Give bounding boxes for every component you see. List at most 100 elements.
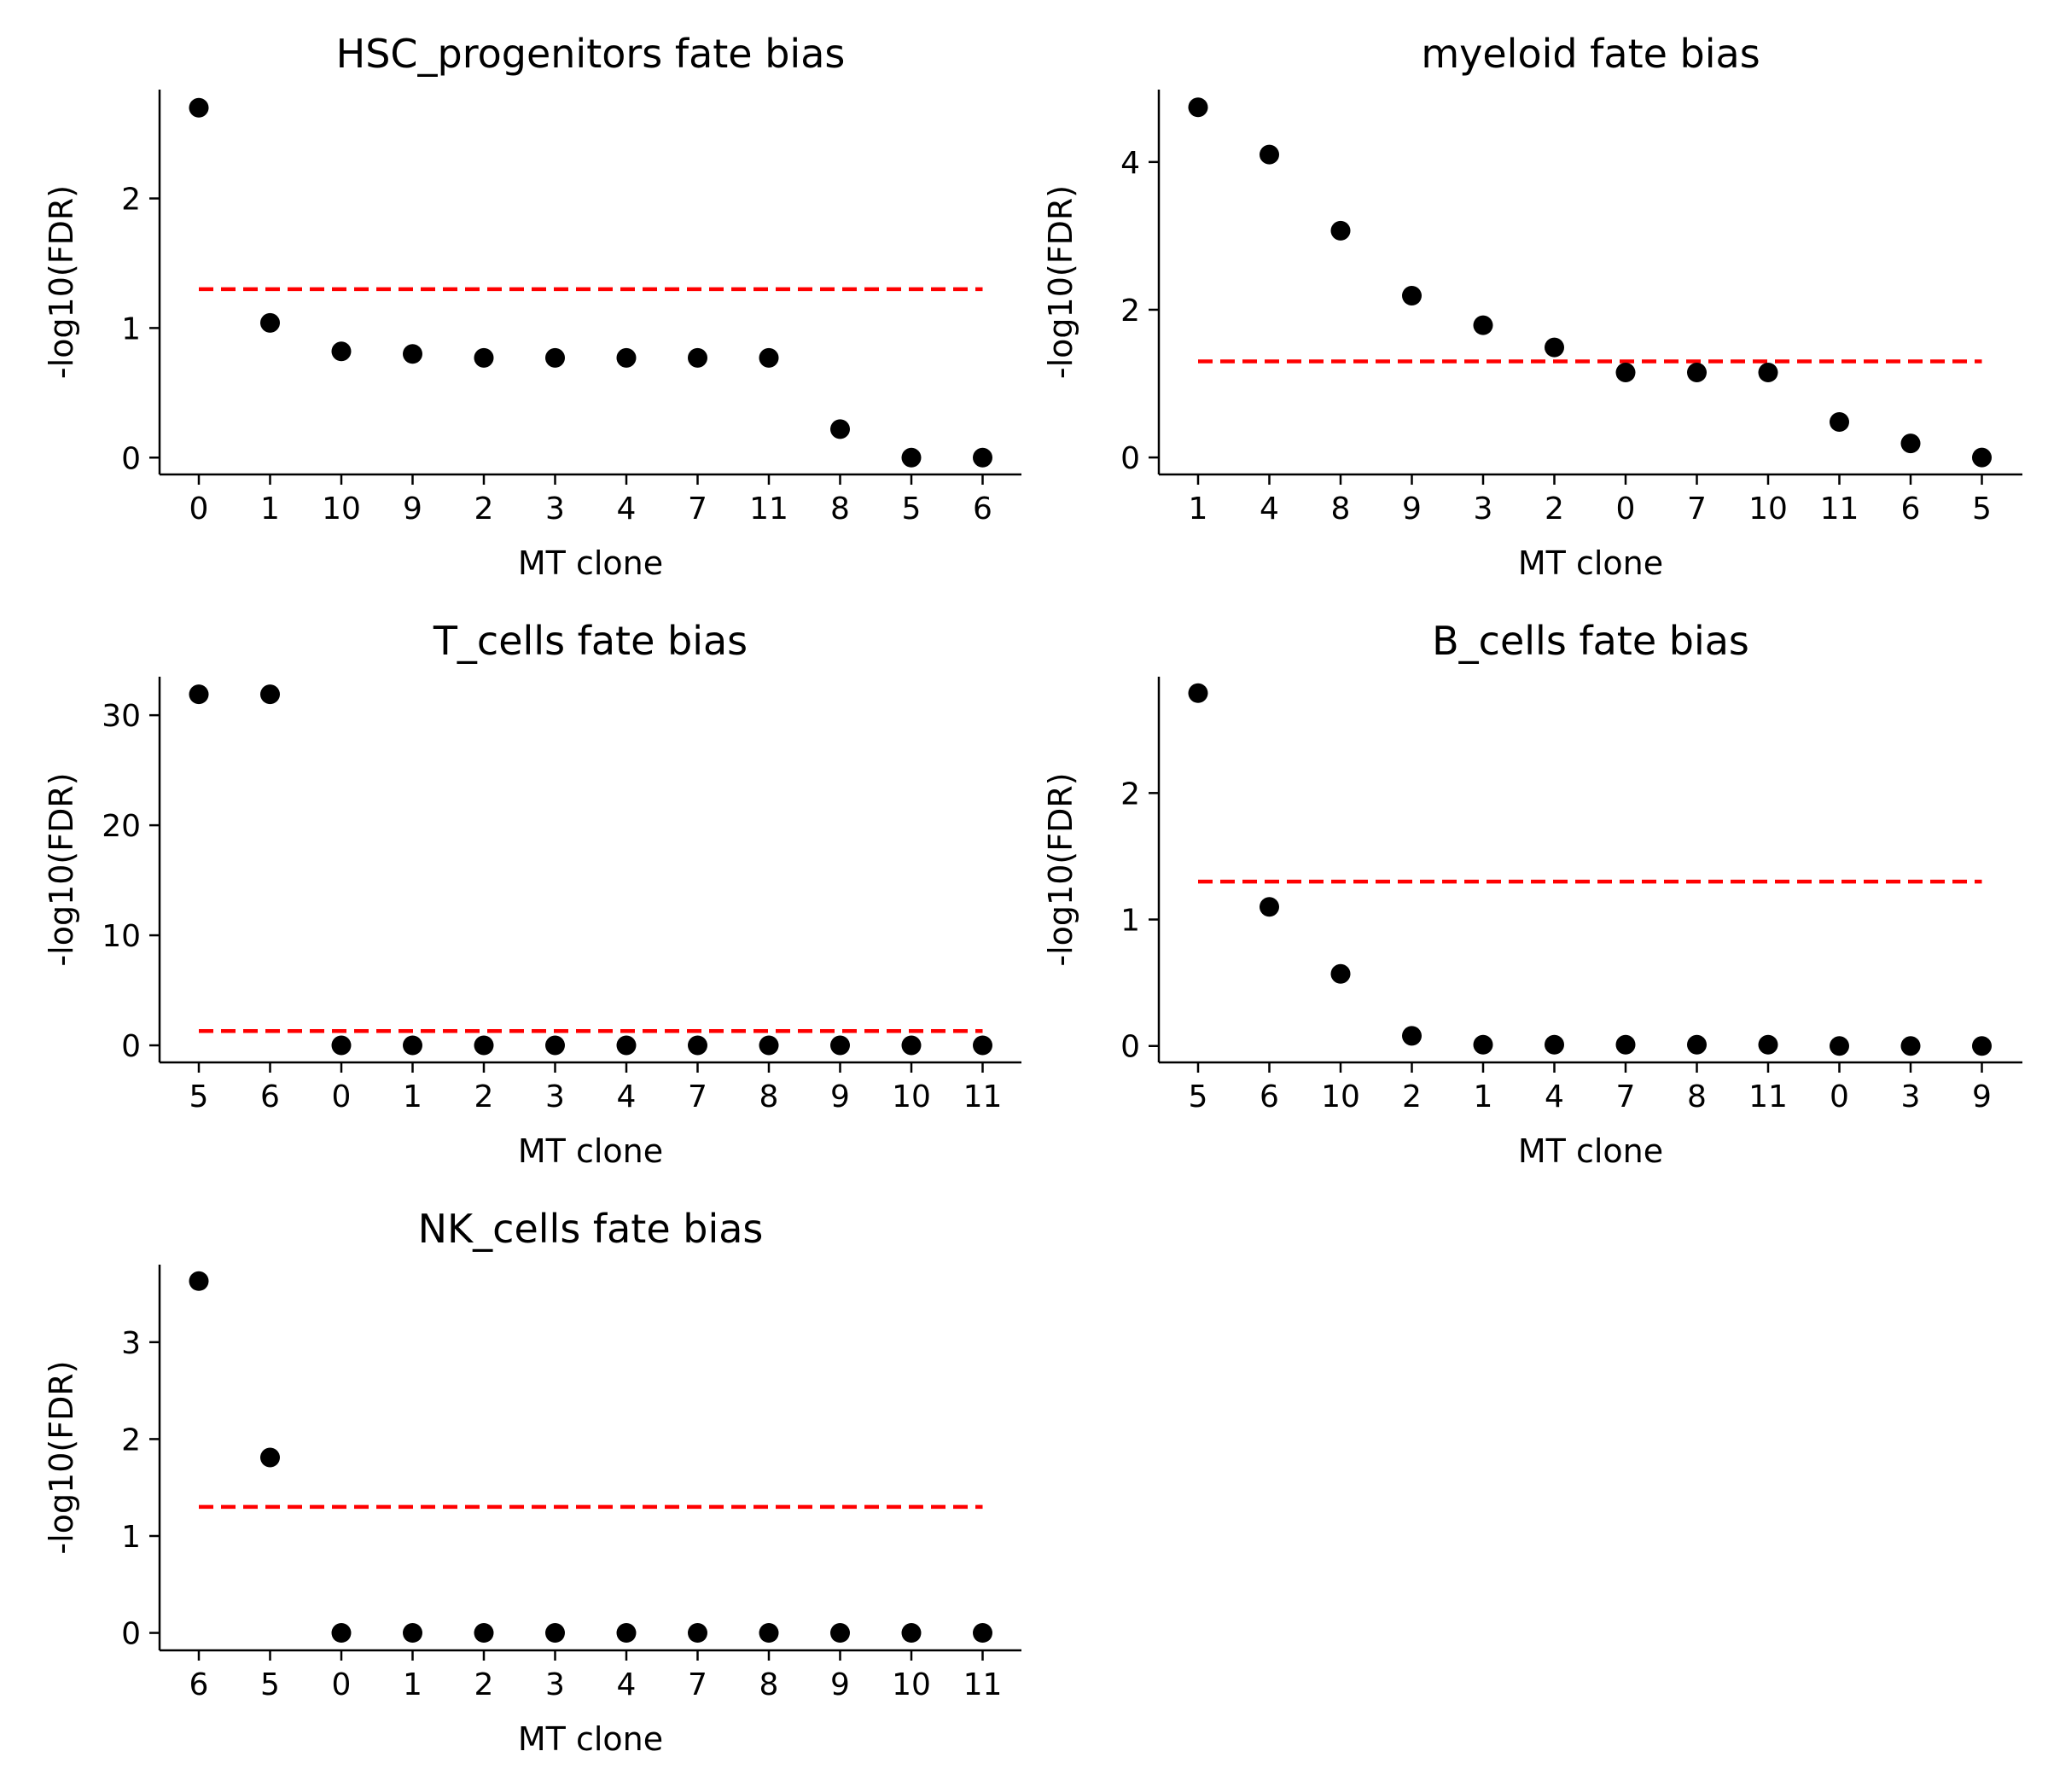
chart-title: T_cells fate bias [433,618,748,664]
data-point [1402,1026,1422,1046]
x-tick-label: 1 [1474,1079,1493,1114]
x-tick-label: 7 [688,1667,707,1702]
data-point [1615,363,1636,383]
x-tick-label: 11 [1748,1079,1788,1114]
data-point [403,1035,422,1056]
data-point [474,347,494,368]
data-point [688,1035,707,1056]
x-axis-label: MT clone [518,1720,663,1758]
chart-panel-2: myeloid fate bias 1 4 8 9 3 2 0 7 10 11 6 5 0 2 4 MT clo… [1042,31,2022,582]
data-point [1900,1036,1921,1056]
x-tick-label: 6 [260,1079,280,1114]
chart-title: myeloid fate bias [1421,31,1760,77]
x-tick-label: 3 [545,1079,565,1114]
x-tick-label: 7 [688,1079,707,1114]
x-tick-label: 6 [189,1667,209,1702]
data-point [1972,1036,1992,1056]
chart-title: HSC_progenitors fate bias [336,31,846,77]
y-tick-label: 0 [121,1029,141,1064]
x-axis-label: MT clone [518,1132,663,1170]
data-point [1687,1034,1707,1055]
x-tick-label: 3 [1474,492,1493,527]
x-tick-label: 6 [973,492,992,527]
data-point [616,1623,637,1644]
data-point [1830,412,1849,433]
x-tick-label: 7 [1687,492,1707,527]
x-tick-label: 10 [322,492,361,527]
y-tick-label: 0 [1120,1030,1140,1065]
data-point [1758,1034,1778,1055]
data-point [1260,144,1279,165]
data-point [1188,97,1208,118]
x-tick-label: 0 [332,1079,352,1114]
chart-panel-1: HSC_progenitors fate bias 0 1 10 9 2 3 4 7 11 8 5 6 0… [43,31,1021,582]
y-tick-label: 0 [1120,441,1140,476]
x-tick-label: 10 [892,1667,931,1702]
x-tick-label: 1 [1189,492,1208,527]
x-axis-label: MT clone [518,544,663,582]
data-point [759,1035,779,1056]
x-tick-label: 3 [545,492,565,527]
y-axis-label: -log10(FDR) [43,772,80,966]
x-tick-label: 8 [1331,492,1351,527]
x-tick-label: 9 [830,1079,850,1114]
x-tick-label: 0 [332,1667,352,1702]
data-point [973,1035,992,1056]
y-tick-label: 3 [121,1326,141,1361]
x-tick-label: 8 [830,492,850,527]
x-tick-label: 2 [474,1079,494,1114]
data-point [901,447,922,468]
x-tick-label: 11 [749,492,788,527]
x-tick-label: 9 [403,492,422,527]
data-point [688,347,707,368]
chart-panel-4: B_cells fate bias 5 6 10 2 1 4 7 8 11 0 3 9 0 1 2 MT clo… [1042,618,2022,1170]
data-point [1758,363,1778,383]
y-tick-label: 20 [102,809,141,844]
data-point [830,419,850,439]
y-tick-label: 1 [1120,904,1140,939]
data-point [1260,897,1279,917]
data-point [545,1035,565,1056]
x-tick-label: 11 [963,1079,1003,1114]
x-tick-label: 11 [1820,492,1859,527]
x-tick-label: 0 [1830,1079,1849,1114]
x-tick-label: 8 [759,1667,779,1702]
data-point [901,1035,922,1056]
y-axis-label: -log10(FDR) [43,185,80,379]
data-point [189,97,209,118]
x-tick-label: 1 [403,1079,422,1114]
data-point [1545,337,1564,358]
x-tick-label: 4 [617,492,637,527]
y-tick-label: 0 [121,1617,141,1652]
x-tick-label: 2 [1545,492,1564,527]
x-tick-label: 5 [260,1667,280,1702]
data-point [189,1271,209,1291]
data-point [830,1623,850,1644]
chart-title: B_cells fate bias [1432,618,1749,664]
y-tick-label: 0 [121,441,141,476]
data-point [1473,1034,1493,1055]
data-point [260,1447,280,1468]
x-tick-label: 8 [1687,1079,1707,1114]
x-tick-label: 11 [963,1667,1003,1702]
x-tick-label: 2 [474,492,494,527]
y-tick-label: 2 [1120,777,1140,812]
data-point [1615,1034,1636,1055]
data-point [759,1623,779,1644]
x-tick-label: 9 [1402,492,1422,527]
x-tick-label: 4 [617,1079,637,1114]
y-tick-label: 1 [121,1520,141,1555]
x-tick-label: 10 [892,1079,931,1114]
data-point [1900,433,1921,454]
chart-panel-5: NK_cells fate bias 6 5 0 1 2 3 4 7 8 9 10 11 0 1 2 3 MT c… [43,1206,1021,1758]
x-tick-label: 9 [1972,1079,1992,1114]
x-tick-label: 6 [1260,1079,1279,1114]
y-tick-label: 2 [121,183,141,218]
y-tick-label: 2 [1120,294,1140,329]
data-point [1687,363,1707,383]
data-point [901,1623,922,1644]
data-point [403,344,422,364]
data-point [1830,1036,1849,1056]
chart-title: NK_cells fate bias [418,1206,764,1252]
